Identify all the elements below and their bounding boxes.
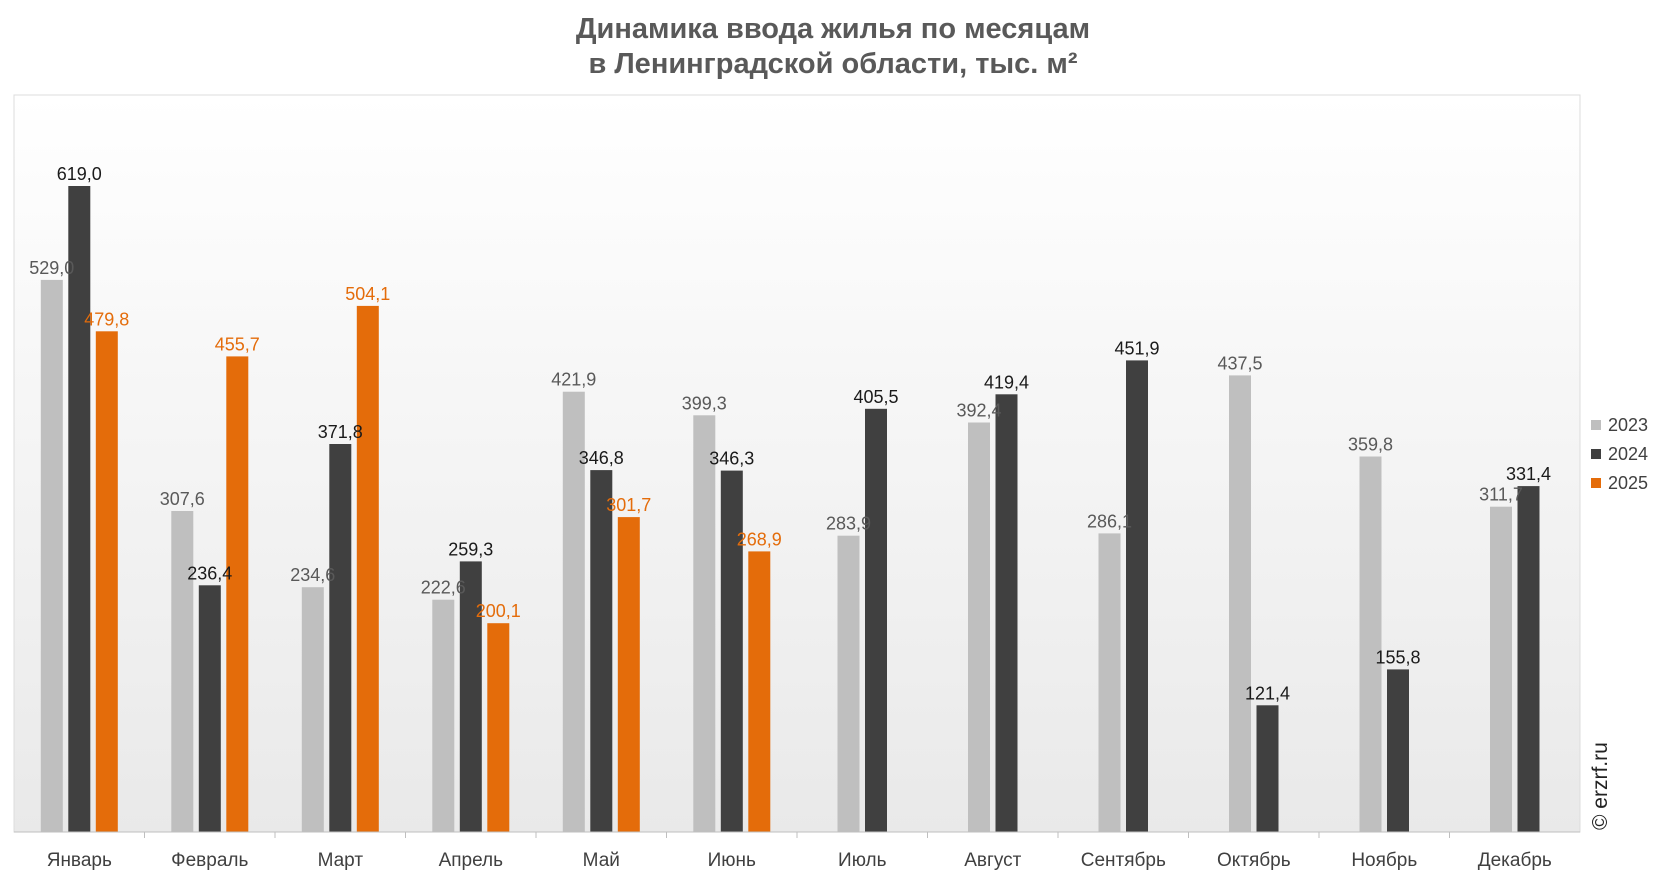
bar-2024-2	[198, 585, 221, 832]
bar-2023-7	[837, 535, 860, 832]
bar-2025-6	[748, 551, 771, 832]
data-label-2025-5: 301,7	[606, 495, 651, 515]
chart-title: Динамика ввода жилья по месяцам	[576, 13, 1090, 45]
bar-2024-10	[1256, 705, 1279, 832]
bar-2023-8	[968, 422, 990, 832]
bar-2025-4	[487, 623, 510, 832]
data-label-2023-12: 311,7	[1479, 485, 1523, 505]
bars-layer	[40, 186, 1540, 832]
bar-2024-4	[459, 561, 482, 832]
bar-2024-5	[590, 470, 613, 832]
data-label-2023-2: 307,6	[160, 489, 205, 509]
x-tick-label: Январь	[47, 850, 112, 871]
bar-2023-12	[1490, 506, 1512, 832]
bar-2025-2	[226, 356, 249, 832]
data-label-2024-4: 259,3	[448, 539, 493, 559]
bar-2023-10	[1229, 375, 1251, 832]
bar-2024-7	[865, 408, 887, 832]
data-label-2024-1: 619,0	[57, 164, 102, 184]
x-tick-label: Февраль	[171, 850, 248, 871]
bar-2024-6	[720, 470, 743, 832]
x-tick-label: Апрель	[439, 850, 504, 871]
x-tick-label: Ноябрь	[1351, 850, 1417, 871]
bar-2023-2	[171, 511, 194, 832]
legend: 2023 2024 2025	[1591, 415, 1648, 493]
bar-2024-8	[995, 394, 1018, 832]
data-label-2025-2: 455,7	[215, 334, 260, 354]
data-label-2024-11: 155,8	[1375, 647, 1420, 667]
x-tick-label: Август	[964, 850, 1021, 871]
legend-label-2025: 2025	[1608, 473, 1648, 493]
data-label-2023-9: 286,1	[1087, 511, 1132, 531]
bar-2023-4	[432, 599, 455, 832]
data-label-2023-3: 234,6	[290, 565, 335, 585]
bar-2023-11	[1359, 456, 1382, 832]
legend-label-2023: 2023	[1608, 415, 1648, 435]
data-label-2024-5: 346,8	[579, 448, 624, 468]
x-tick-label: Март	[318, 850, 364, 871]
bar-2024-1	[68, 186, 91, 832]
legend-label-2024: 2024	[1608, 444, 1648, 464]
data-label-2023-10: 437,5	[1217, 353, 1262, 373]
data-label-2024-7: 405,5	[853, 387, 898, 407]
data-label-2023-6: 399,3	[682, 393, 727, 413]
data-label-2023-1: 529,0	[29, 258, 74, 278]
data-label-2025-1: 479,8	[84, 309, 129, 329]
bar-2025-1	[95, 331, 118, 832]
x-tick-label: Сентябрь	[1081, 850, 1166, 871]
data-label-2024-6: 346,3	[709, 449, 754, 469]
x-axis-ticks: Январь Февраль Март Апрель Май Июнь Июль Август…	[47, 832, 1552, 871]
data-label-2024-8: 419,4	[984, 372, 1029, 392]
x-tick-label: Июль	[838, 850, 887, 871]
bar-2023-5	[562, 391, 585, 832]
x-tick-label: Июнь	[708, 850, 756, 871]
data-label-2025-6: 268,9	[737, 529, 782, 549]
x-tick-label: Декабрь	[1478, 850, 1552, 871]
bar-2023-1	[40, 279, 63, 832]
data-label-2024-3: 371,8	[318, 422, 363, 442]
bar-2023-3	[301, 587, 324, 832]
bar-2024-12	[1517, 486, 1540, 832]
credit-text: © erzrf.ru	[1589, 742, 1612, 830]
data-label-2023-5: 421,9	[551, 370, 596, 390]
chart-subtitle: в Ленинградской области, тыс. м²	[588, 48, 1077, 80]
x-tick-label: Май	[583, 850, 620, 871]
data-label-2024-10: 121,4	[1245, 683, 1290, 703]
bar-2024-9	[1126, 360, 1148, 832]
data-label-2023-8: 392,4	[956, 401, 1001, 421]
legend-swatch-2023	[1591, 420, 1601, 430]
plot-area	[13, 94, 1581, 833]
data-label-2025-3: 504,1	[345, 284, 390, 304]
legend-swatch-2025	[1591, 478, 1601, 488]
bar-2023-6	[693, 415, 716, 832]
data-label-2023-4: 222,6	[421, 578, 466, 598]
bar-2023-9	[1098, 533, 1121, 832]
data-labels-layer: 529,0 619,0 479,8 307,6 236,4 455,7 234,6 371,8…	[29, 164, 1551, 703]
bar-2024-11	[1387, 669, 1409, 832]
bar-2024-3	[329, 444, 352, 832]
data-label-2023-7: 283,9	[826, 514, 871, 534]
data-label-2024-12: 331,4	[1506, 464, 1551, 484]
data-label-2025-4: 200,1	[476, 601, 521, 621]
data-label-2024-2: 236,4	[187, 563, 232, 583]
data-label-2024-9: 451,9	[1114, 338, 1159, 358]
data-label-2023-11: 359,8	[1348, 435, 1393, 455]
bar-2025-3	[356, 305, 379, 832]
legend-swatch-2024	[1591, 449, 1601, 459]
bar-2025-5	[617, 517, 640, 832]
x-tick-label: Октябрь	[1217, 850, 1291, 871]
